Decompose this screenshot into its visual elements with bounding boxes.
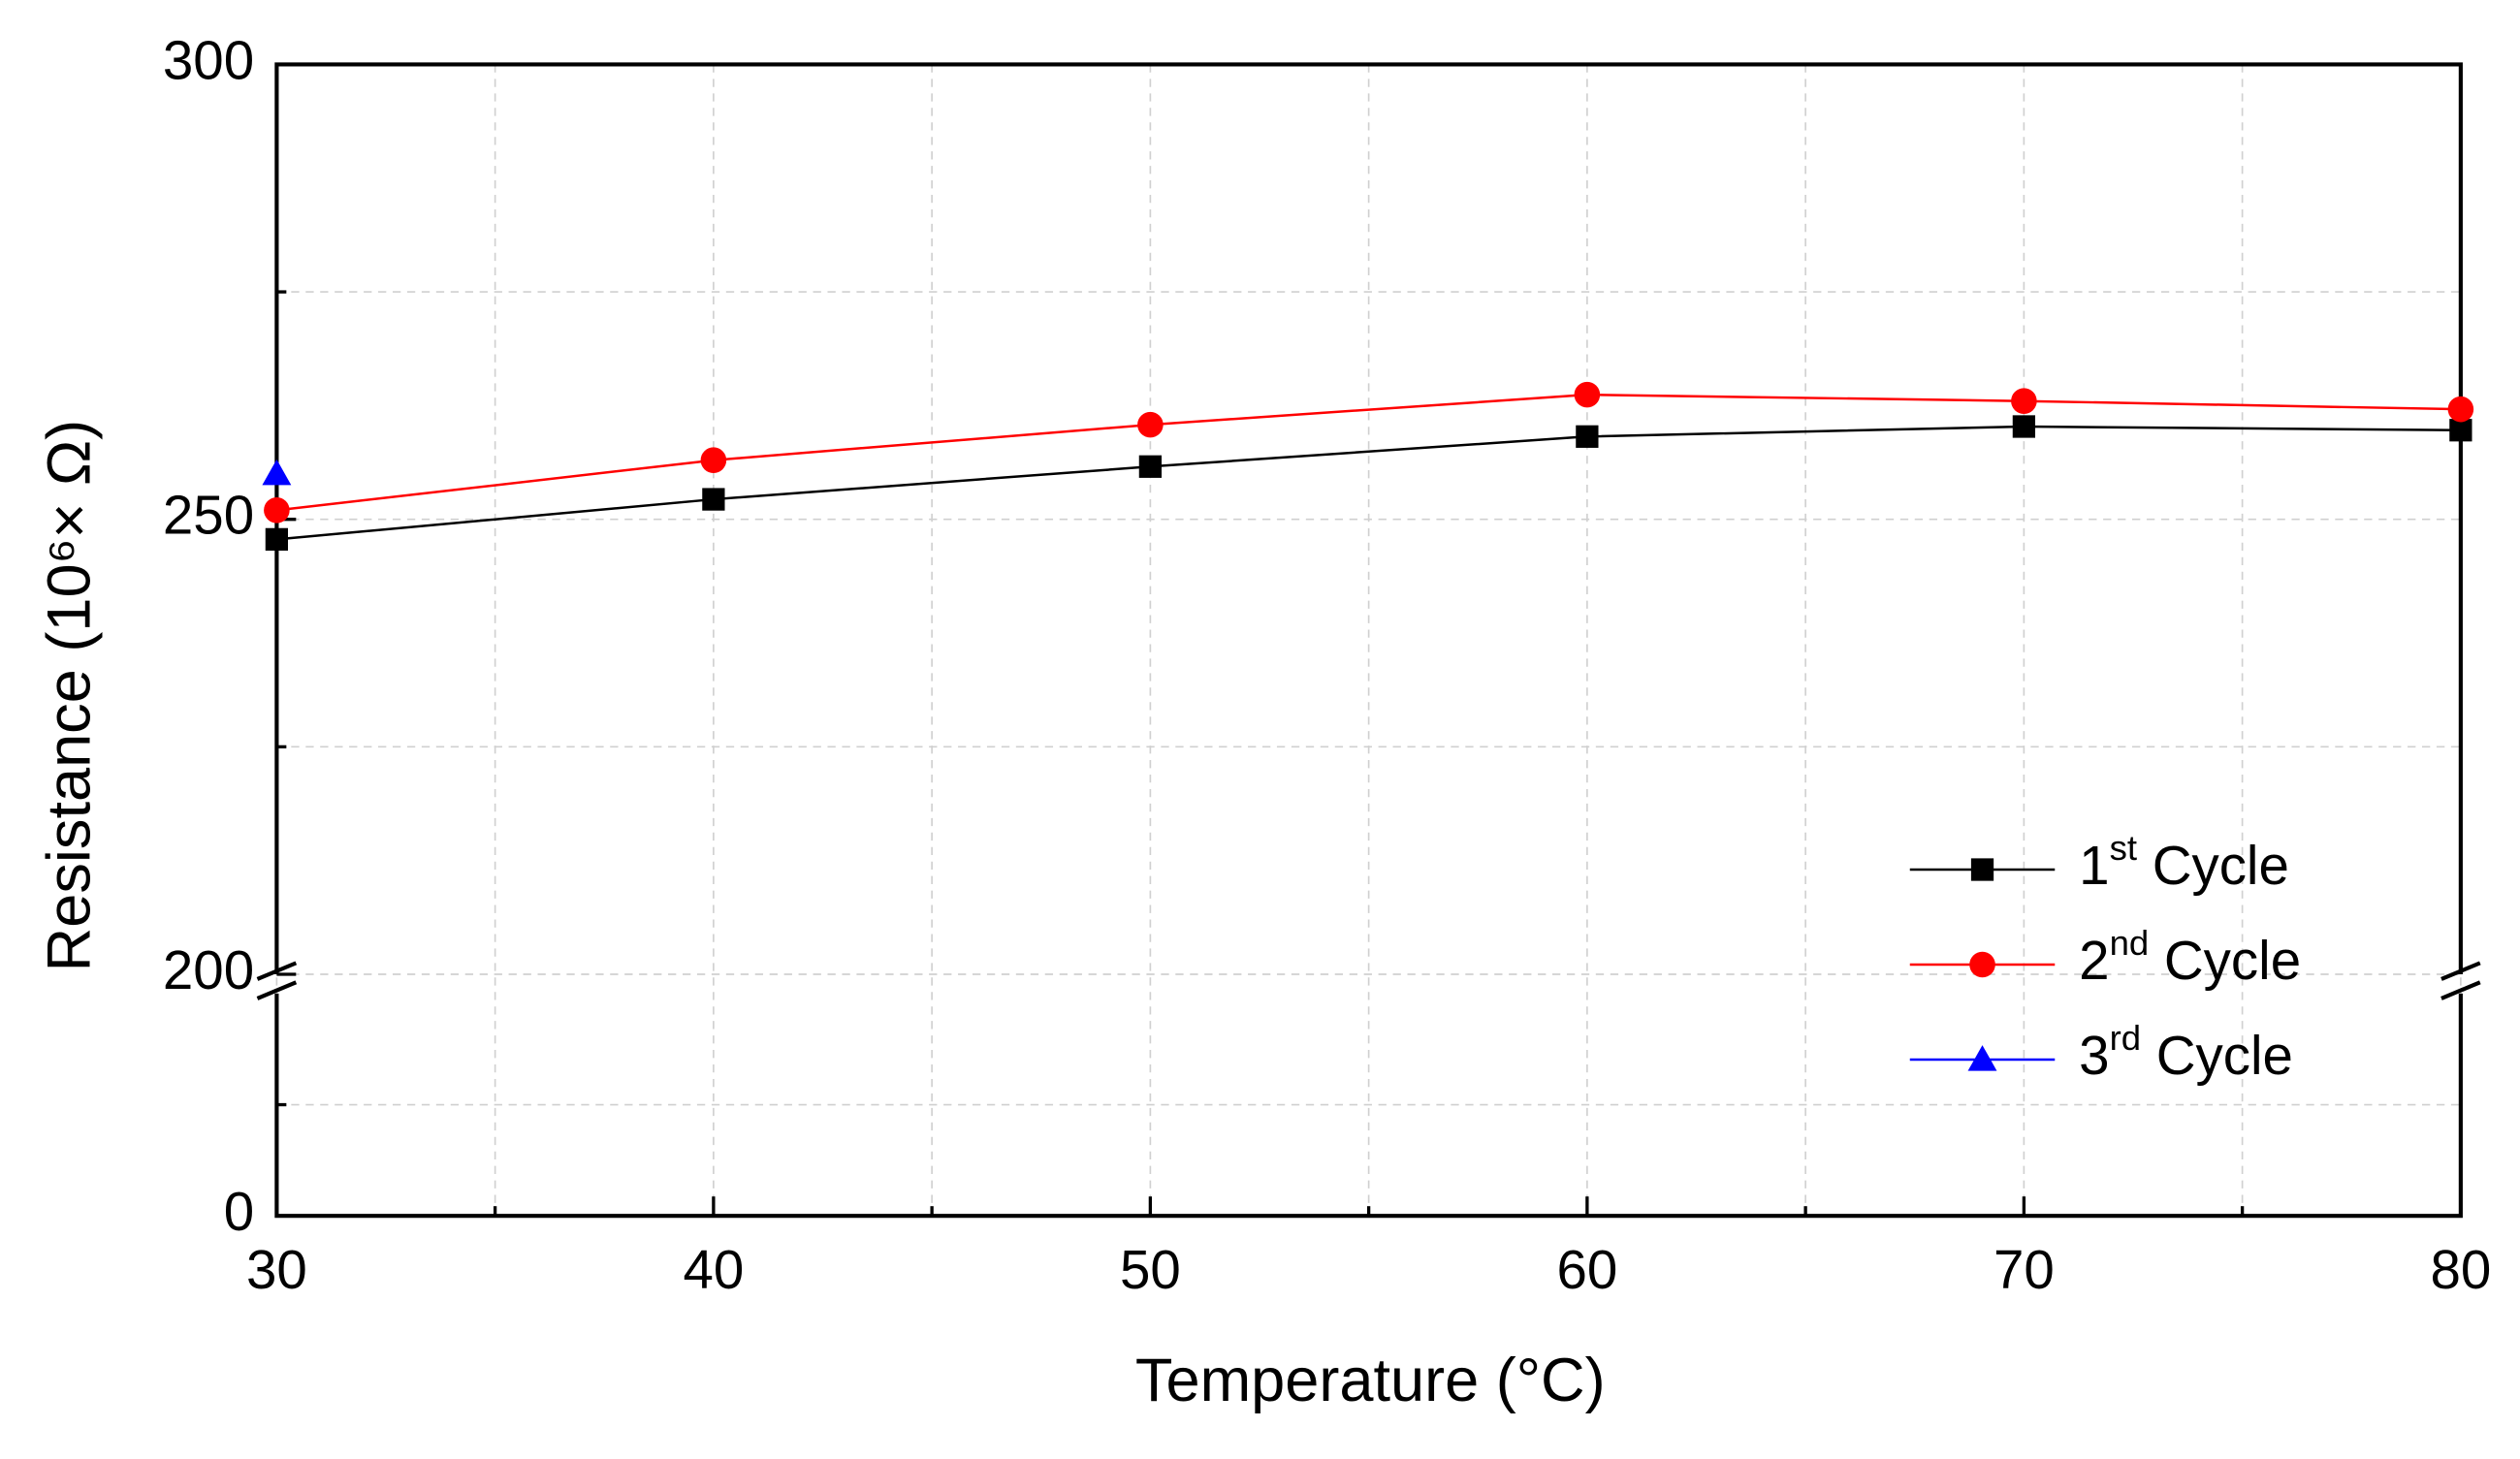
legend-label: 2nd Cycle xyxy=(2079,923,2301,991)
marker xyxy=(262,459,292,486)
marker xyxy=(1574,381,1601,408)
x-tick-label: 60 xyxy=(1556,1239,1617,1300)
marker xyxy=(700,447,727,473)
y-axis-label: Resistance (10⁶× Ω) xyxy=(36,420,104,972)
marker xyxy=(2449,419,2472,442)
legend-text: nd xyxy=(2110,923,2150,963)
x-tick-label: 40 xyxy=(683,1239,744,1300)
axis-break xyxy=(256,980,298,1000)
marker xyxy=(2011,388,2037,414)
marker xyxy=(1137,411,1164,438)
legend-text: Cycle xyxy=(2149,930,2301,991)
axis-break xyxy=(2440,961,2481,981)
legend-text: rd xyxy=(2110,1018,2141,1058)
x-axis-label: Temperature (°C) xyxy=(1135,1347,1606,1414)
marker xyxy=(1970,858,1994,881)
legend-label: 3rd Cycle xyxy=(2079,1018,2293,1086)
marker xyxy=(2012,415,2036,438)
axis-break xyxy=(256,961,298,981)
marker xyxy=(2447,396,2474,423)
y-tick-label: 0 xyxy=(224,1181,254,1242)
legend-text: st xyxy=(2110,828,2137,868)
axis-break xyxy=(2440,980,2481,1000)
legend-text: Cycle xyxy=(2141,1025,2293,1086)
marker xyxy=(1969,951,1995,978)
series-line xyxy=(276,425,2461,541)
y-tick-label: 300 xyxy=(163,29,254,90)
x-tick-label: 80 xyxy=(2430,1239,2491,1300)
marker xyxy=(702,488,725,511)
x-tick-label: 70 xyxy=(1994,1239,2055,1300)
legend-text: Cycle xyxy=(2137,835,2289,896)
legend-text: 2 xyxy=(2079,930,2109,991)
series-line xyxy=(276,393,2461,512)
legend-text: 3 xyxy=(2079,1025,2109,1086)
y-tick-label: 200 xyxy=(163,939,254,1000)
marker xyxy=(265,527,289,551)
x-tick-label: 30 xyxy=(246,1239,307,1300)
legend-text: 1 xyxy=(2079,835,2109,896)
marker xyxy=(1967,1045,1997,1071)
marker xyxy=(1138,455,1163,478)
marker xyxy=(1576,425,1599,448)
legend-label: 1st Cycle xyxy=(2079,828,2289,896)
marker xyxy=(264,497,290,523)
x-tick-label: 50 xyxy=(1120,1239,1181,1300)
y-tick-label: 250 xyxy=(163,485,254,546)
